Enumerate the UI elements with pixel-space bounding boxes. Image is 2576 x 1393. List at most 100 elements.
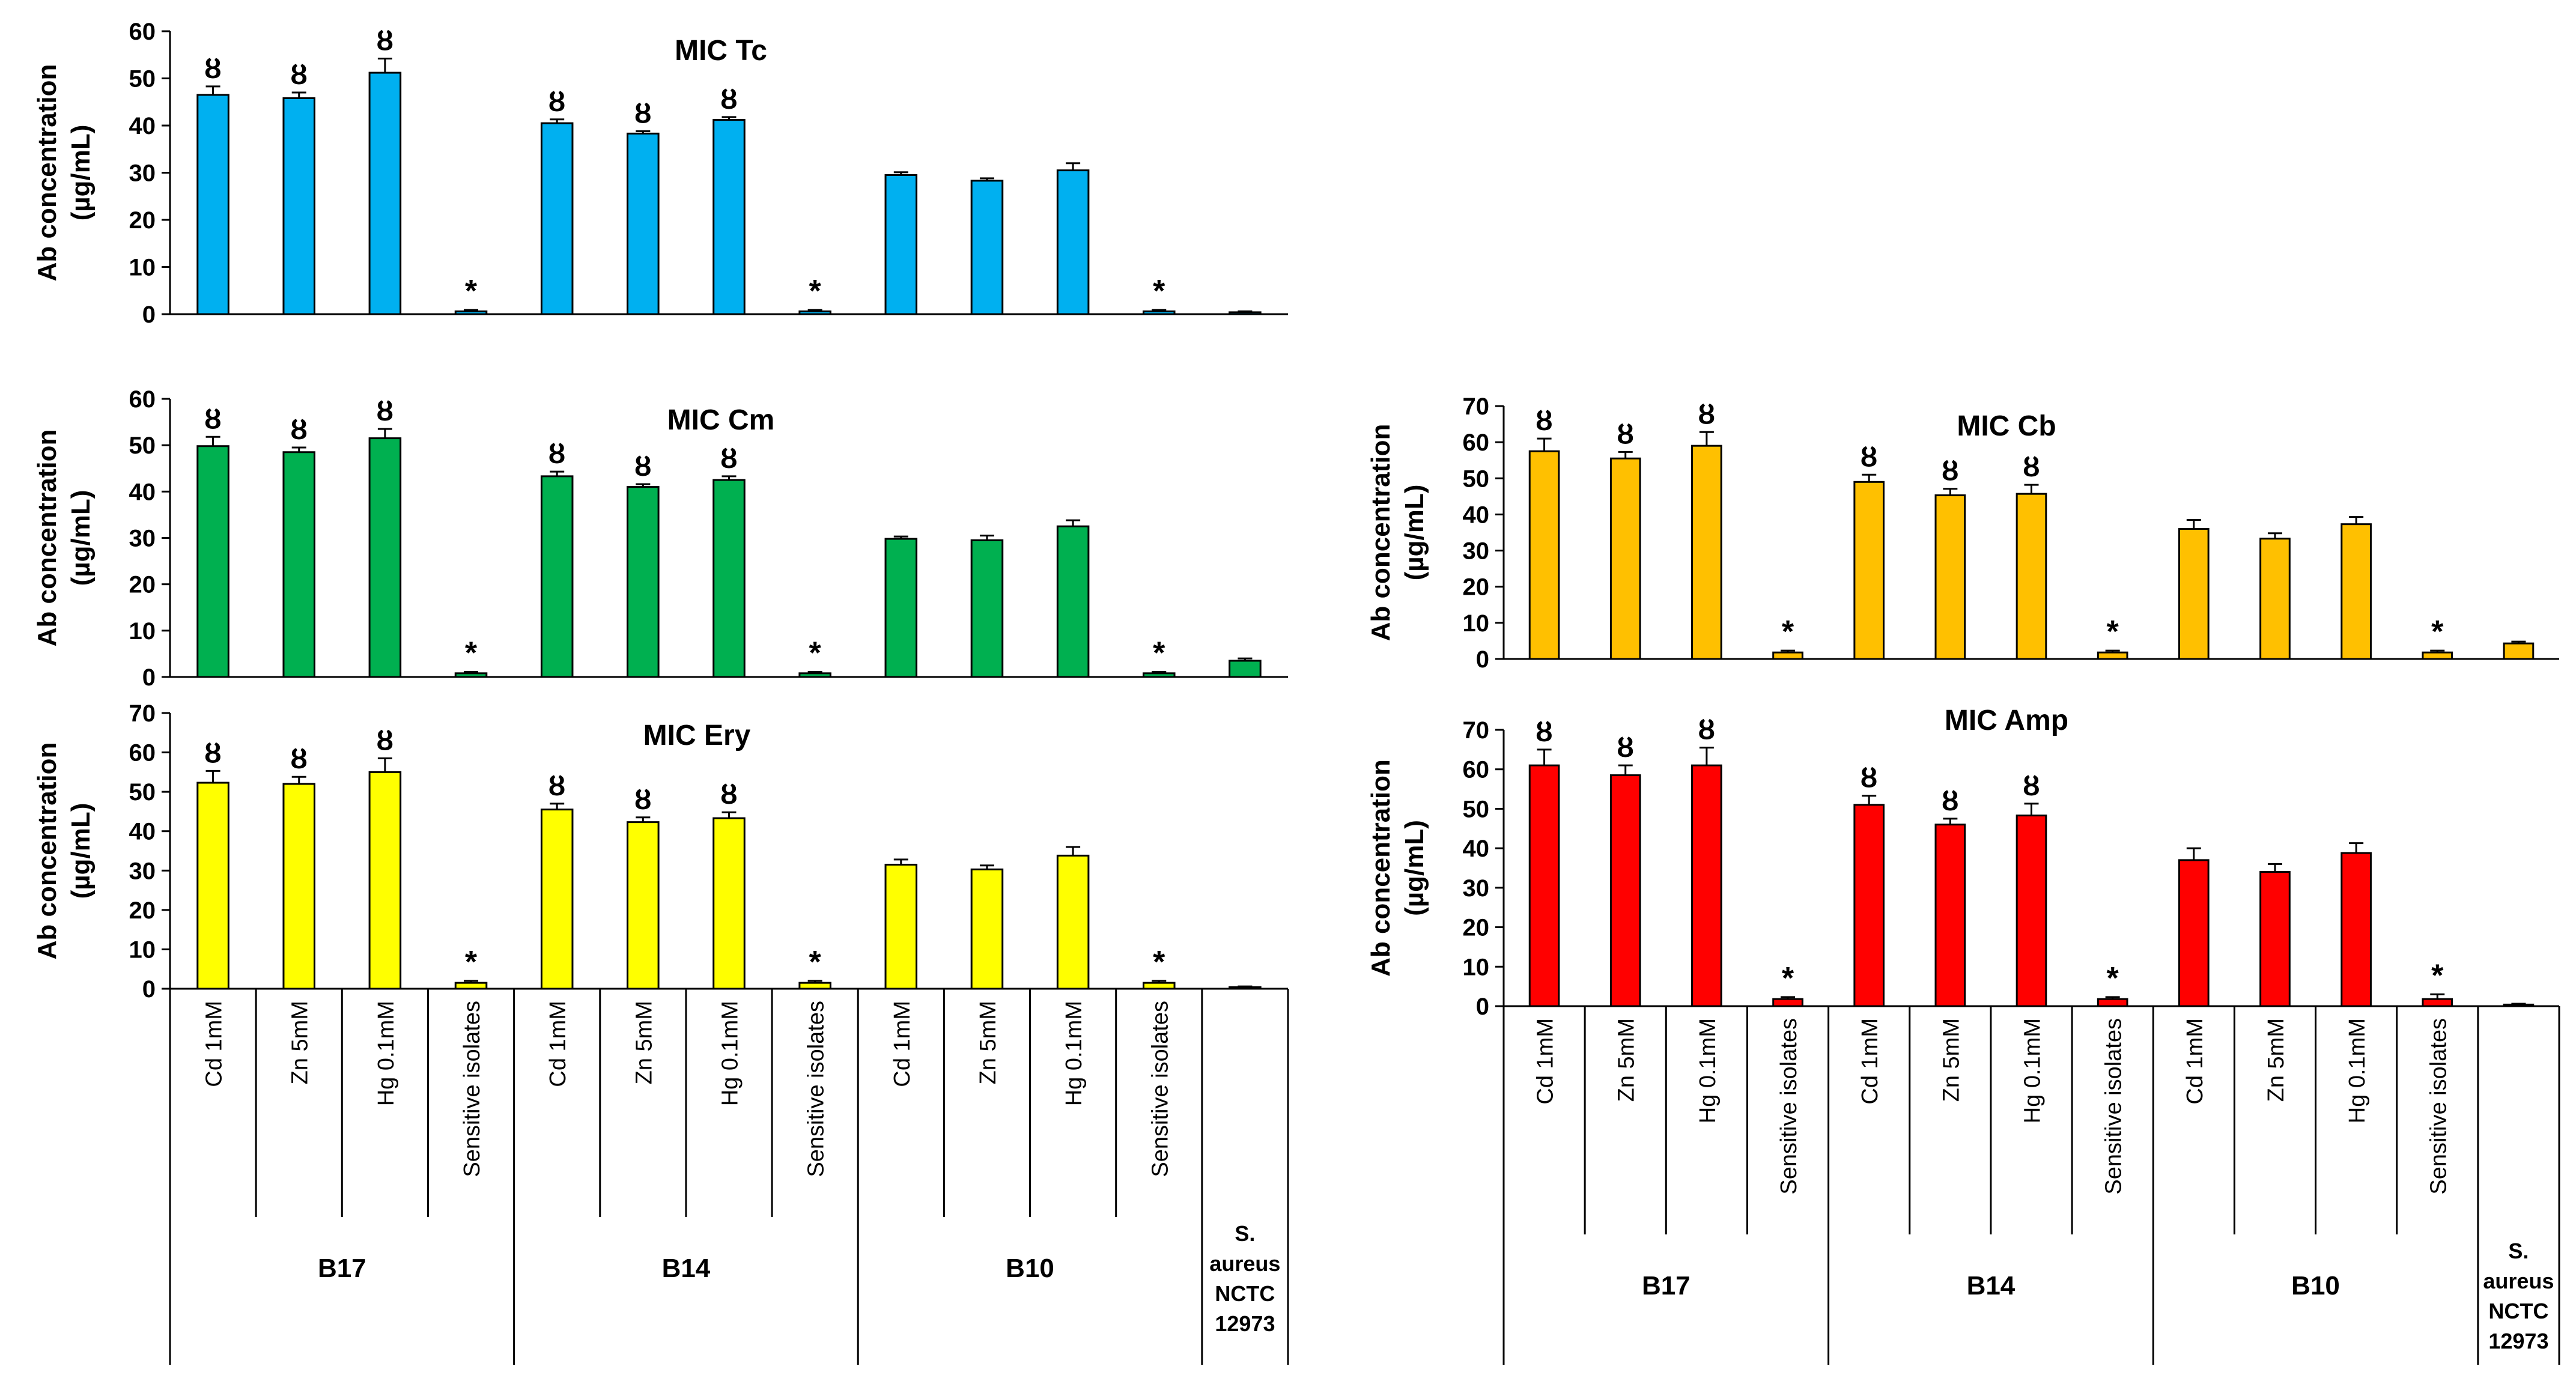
significance-marker: * — [1782, 961, 1794, 996]
bar — [1143, 982, 1176, 990]
y-tick-label: 40 — [129, 479, 156, 505]
resistance-marker: ȣ — [548, 438, 566, 469]
condition-label: Zn 5mM — [288, 1001, 313, 1084]
y-tick-label: 20 — [1463, 915, 1490, 941]
y-tick-label: 50 — [1463, 796, 1490, 822]
control-strain-label: NCTC — [1215, 1281, 1275, 1306]
bar — [454, 310, 488, 315]
bar — [1934, 494, 1966, 660]
control-strain-label: NCTC — [2488, 1299, 2548, 1323]
category-table-right: Cd 1mM Zn 5mM Hg 0.1mM Sensitive isolates Cd… — [1502, 1006, 2560, 1365]
y-tick-label: 60 — [129, 19, 156, 45]
y-tick-label: 0 — [1476, 994, 1489, 1020]
bar — [540, 809, 574, 990]
y-tick-label: 30 — [1463, 538, 1490, 565]
bar — [1229, 986, 1262, 990]
significance-marker: * — [465, 636, 478, 671]
y-tick-label: 70 — [1463, 393, 1490, 420]
resistance-marker: ȣ — [720, 778, 738, 810]
control-strain-label: S. — [2508, 1239, 2529, 1263]
y-tick-label: 10 — [1463, 954, 1490, 980]
resistance-marker: ȣ — [720, 443, 738, 474]
bar — [2097, 651, 2128, 660]
bar — [2503, 1003, 2535, 1007]
y-tick-label: 50 — [129, 66, 156, 93]
chart-ery: 0 10 20 30 40 50 60 70 Ab concentration (µg/mL) MI… — [32, 700, 1288, 1003]
condition-label: Hg 0.1mM — [718, 1001, 743, 1106]
y-tick-label: 50 — [129, 779, 156, 806]
bar — [2259, 538, 2291, 660]
bar — [2503, 642, 2535, 660]
y-tick-label: 70 — [129, 700, 156, 727]
condition-label: Zn 5mM — [1614, 1018, 1639, 1102]
y-tick-label: 0 — [142, 976, 156, 1003]
condition-label: Zn 5mM — [631, 1001, 657, 1084]
y-tick-label: 50 — [129, 432, 156, 459]
bar — [1229, 660, 1262, 678]
significance-marker: * — [2107, 961, 2119, 996]
resistance-marker: ȣ — [376, 724, 393, 756]
significance-marker: * — [2107, 615, 2119, 649]
strain-label: B17 — [1642, 1271, 1690, 1300]
bar — [196, 781, 229, 990]
condition-label: Zn 5mM — [1939, 1018, 1964, 1102]
y-axis-title-line2: (µg/mL) — [1400, 485, 1429, 581]
condition-label: Hg 0.1mM — [2020, 1018, 2046, 1123]
condition-label: Cd 1mM — [202, 1001, 227, 1087]
strain-label: B14 — [1967, 1271, 2016, 1300]
y-tick-label: 30 — [129, 526, 156, 552]
bar — [1528, 450, 1560, 660]
resistance-marker: ȣ — [2023, 451, 2040, 482]
y-tick-label: 40 — [129, 113, 156, 139]
chart-amp: 0 10 20 30 40 50 60 70 Ab concentration (µg/mL) MI… — [1366, 705, 2559, 1020]
chart-title: MIC Cm — [667, 404, 775, 436]
resistance-marker: ȣ — [1536, 405, 1553, 436]
resistance-marker: ȣ — [290, 59, 308, 90]
bar — [884, 863, 918, 990]
y-axis-title-line1: Ab concentration — [32, 64, 62, 282]
y-axis-title-line2: (µg/mL) — [66, 125, 96, 221]
y-tick-label: 40 — [1463, 502, 1490, 528]
resistance-marker: ȣ — [720, 83, 738, 115]
bar — [2422, 998, 2453, 1007]
condition-label: Zn 5mM — [976, 1001, 1001, 1084]
bar — [368, 771, 402, 990]
bar — [1853, 481, 1885, 660]
bar — [282, 97, 315, 315]
condition-label: Hg 0.1mM — [374, 1001, 399, 1106]
bar — [2341, 523, 2372, 660]
resistance-marker: ȣ — [376, 395, 393, 426]
bar — [454, 672, 488, 678]
y-tick-label: 20 — [129, 572, 156, 598]
bar — [1772, 998, 1803, 1007]
category-table-left: Cd 1mM Zn 5mM Hg 0.1mM Sensitive isolates Cd… — [169, 989, 1289, 1365]
bar — [2341, 852, 2372, 1007]
bar — [2016, 815, 2047, 1007]
bar — [196, 94, 229, 315]
y-tick-label: 30 — [129, 160, 156, 187]
condition-label: Cd 1mM — [1858, 1018, 1883, 1105]
control-strain-label: 12973 — [2488, 1329, 2548, 1353]
y-axis-title-line1: Ab concentration — [32, 429, 62, 647]
bar — [1691, 445, 1722, 660]
bar — [1056, 525, 1090, 678]
resistance-marker: ȣ — [1942, 455, 1959, 487]
significance-marker: * — [809, 274, 822, 309]
resistance-marker: ȣ — [204, 53, 222, 84]
bar — [798, 982, 831, 990]
resistance-marker: ȣ — [376, 25, 393, 56]
resistance-marker: ȣ — [290, 414, 308, 445]
strain-label: B14 — [662, 1254, 711, 1283]
condition-label: Sensitive isolates — [460, 1001, 485, 1177]
control-strain-label: S. — [1235, 1221, 1255, 1246]
strain-label: B10 — [2291, 1271, 2340, 1300]
condition-label: Hg 0.1mM — [2345, 1018, 2370, 1123]
y-tick-label: 10 — [129, 255, 156, 281]
resistance-marker: ȣ — [634, 784, 652, 815]
control-strain-label: aureus — [1209, 1251, 1280, 1276]
condition-label: Cd 1mM — [2183, 1018, 2208, 1105]
bar — [970, 180, 1004, 315]
condition-label: Hg 0.1mM — [1695, 1018, 1721, 1123]
bar — [627, 132, 660, 315]
significance-marker: * — [1153, 945, 1165, 980]
